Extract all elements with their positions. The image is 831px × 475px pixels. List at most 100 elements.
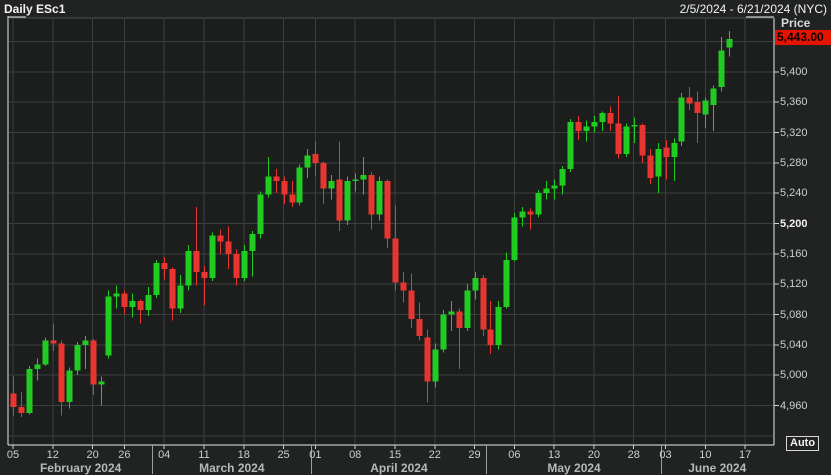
candle-body (26, 369, 33, 414)
candle-body (575, 121, 582, 132)
candle-body (153, 262, 160, 295)
candle-body (58, 343, 65, 402)
x-axis-month-label: February 2024 (39, 461, 122, 475)
candle-body (209, 235, 216, 279)
candle-body (694, 102, 701, 113)
candle-body (193, 250, 200, 273)
x-axis-day-label: 03 (659, 449, 672, 461)
candle-body (344, 181, 351, 221)
candle-body (336, 179, 343, 221)
x-axis-day-label: 26 (118, 449, 131, 461)
candle-body (448, 311, 455, 315)
x-axis-day-label: 17 (739, 449, 752, 461)
candle-body (320, 162, 327, 189)
candle-body (726, 39, 733, 48)
x-axis-day-label: 05 (6, 449, 20, 461)
candle-body (169, 269, 176, 309)
candle-body (312, 153, 319, 163)
x-axis-day-label: 18 (237, 449, 250, 461)
y-axis-tick-label: 5,040 (780, 338, 808, 351)
candle-body (400, 282, 407, 291)
candle-body (265, 176, 272, 195)
candle-body (66, 370, 73, 402)
y-axis-tick-label: 5,200 (780, 217, 808, 230)
x-axis-day-label: 15 (388, 449, 402, 461)
candle-body (631, 124, 638, 127)
x-axis-day-label: 20 (587, 449, 601, 461)
candle-body (50, 340, 57, 344)
candle-body (408, 290, 415, 320)
candle-body (718, 50, 725, 88)
candle-body (487, 329, 494, 345)
candle-body (639, 124, 646, 156)
y-axis-tick-label: 5,160 (780, 247, 808, 260)
plot-background (8, 18, 774, 445)
candle-body (368, 174, 375, 215)
x-axis-day-label: 10 (699, 449, 712, 461)
y-axis-tick-label: 5,120 (780, 278, 808, 291)
candle-body (559, 168, 566, 186)
candle-body (655, 149, 662, 177)
candle-body (671, 143, 678, 157)
candle-body (384, 181, 391, 239)
candle-body (18, 407, 25, 414)
x-axis-day-label: 22 (428, 449, 441, 461)
candle-body (424, 337, 431, 382)
candle-body (503, 259, 510, 307)
y-axis-tick-label: 5,360 (780, 96, 808, 109)
y-axis-tick-label: 4,960 (780, 399, 808, 412)
candle-body (289, 194, 296, 203)
candle-body (257, 194, 264, 235)
candle-body (98, 381, 105, 385)
y-axis-tick-label: 5,000 (780, 369, 808, 382)
y-axis-tick-label: 5,320 (780, 126, 808, 139)
auto-scale-button[interactable]: Auto (786, 436, 820, 451)
chart-title: Daily ESc1 (4, 2, 66, 16)
x-axis-day-label: 29 (468, 449, 481, 461)
candle-body (34, 364, 41, 370)
candle-body (464, 290, 471, 329)
candle-body (74, 344, 81, 371)
candle-body (551, 185, 558, 189)
candle-body (233, 253, 240, 279)
candle-body (607, 112, 614, 124)
candle-body (583, 126, 590, 132)
candle-body (543, 188, 550, 194)
candle-body (511, 217, 518, 260)
candle-body (623, 126, 630, 154)
x-axis-day-label: 13 (548, 449, 561, 461)
candle-body (495, 306, 502, 345)
candle-body (185, 250, 192, 286)
candle-body (591, 121, 598, 127)
chart-date-range: 2/5/2024 - 6/21/2024 (NYC) (679, 2, 827, 16)
candle-body (90, 340, 97, 385)
candle-body (527, 211, 534, 215)
x-axis-day-label: 11 (198, 449, 210, 461)
candle-body (42, 340, 49, 365)
x-axis-month-label: June 2024 (688, 461, 747, 475)
x-axis-day-label: 08 (349, 449, 362, 461)
candle-body (217, 235, 224, 242)
candle-body (241, 250, 248, 279)
candle-body (519, 211, 526, 218)
candle-body (296, 167, 303, 203)
candle-body (10, 393, 17, 408)
y-axis-tick-label: 5,400 (780, 65, 808, 78)
candle-body (392, 238, 399, 283)
candle-body (273, 176, 280, 182)
price-axis-title: Price (781, 16, 811, 30)
candle-body (535, 193, 542, 215)
y-axis-tick-label: 5,080 (780, 308, 808, 321)
x-axis-day-label: 25 (277, 449, 290, 461)
candle-body (249, 234, 256, 251)
x-axis-month-label: May 2024 (547, 461, 601, 475)
candle-body (145, 294, 152, 310)
candle-body (567, 121, 574, 169)
x-axis-day-label: 04 (158, 449, 171, 461)
last-price-badge: 5,443.00 (775, 30, 831, 45)
x-axis-day-label: 28 (627, 449, 640, 461)
x-axis-day-label: 06 (508, 449, 521, 461)
candle-body (663, 147, 670, 157)
